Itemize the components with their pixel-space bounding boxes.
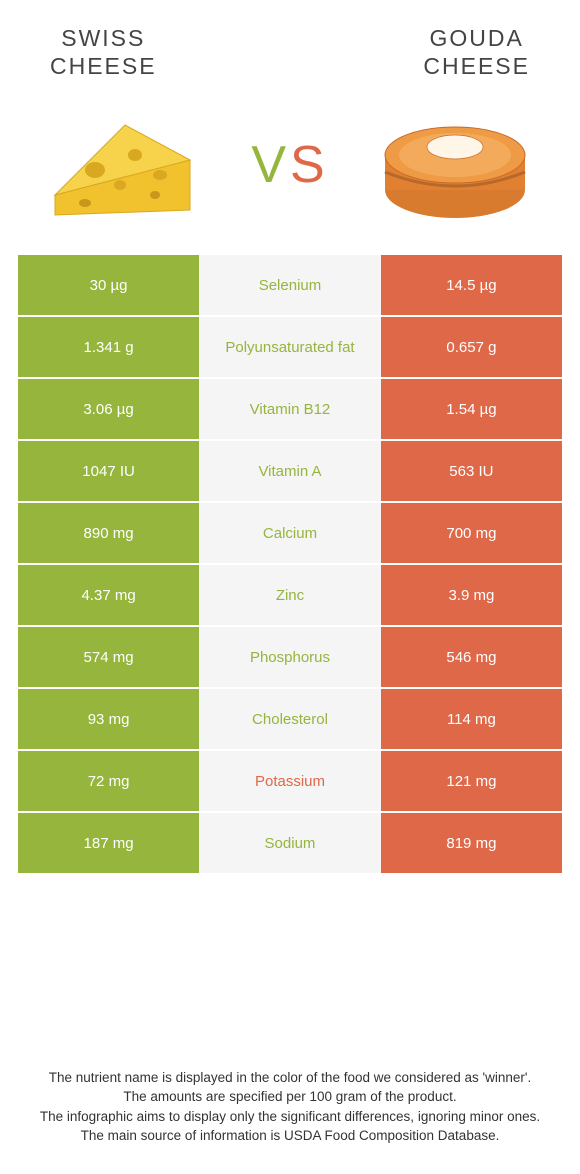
title-gouda: Gouda cheese — [423, 25, 530, 80]
gouda-cheese-icon — [370, 100, 540, 230]
table-row: 30 µgSelenium14.5 µg — [18, 255, 562, 317]
swiss-value: 890 mg — [18, 503, 199, 563]
gouda-value: 1.54 µg — [381, 379, 562, 439]
swiss-value: 574 mg — [18, 627, 199, 687]
table-row: 3.06 µgVitamin B121.54 µg — [18, 379, 562, 441]
swiss-value: 4.37 mg — [18, 565, 199, 625]
table-row: 93 mgCholesterol114 mg — [18, 689, 562, 751]
footer-line: The nutrient name is displayed in the co… — [30, 1068, 550, 1088]
vs-v: V — [251, 136, 290, 194]
nutrient-name: Polyunsaturated fat — [199, 317, 381, 377]
gouda-value: 0.657 g — [381, 317, 562, 377]
table-row: 890 mgCalcium700 mg — [18, 503, 562, 565]
header: Swiss cheese Gouda cheese — [0, 0, 580, 80]
nutrient-name: Vitamin B12 — [199, 379, 381, 439]
footer-line: The amounts are specified per 100 gram o… — [30, 1087, 550, 1107]
footer-line: The main source of information is USDA F… — [30, 1126, 550, 1146]
gouda-value: 114 mg — [381, 689, 562, 749]
gouda-value: 3.9 mg — [381, 565, 562, 625]
gouda-value: 14.5 µg — [381, 255, 562, 315]
title-swiss: Swiss cheese — [50, 25, 157, 80]
swiss-value: 30 µg — [18, 255, 199, 315]
swiss-value: 3.06 µg — [18, 379, 199, 439]
nutrient-name: Zinc — [199, 565, 381, 625]
nutrient-name: Sodium — [199, 813, 381, 873]
swiss-value: 1.341 g — [18, 317, 199, 377]
swiss-cheese-icon — [40, 100, 210, 230]
swiss-value: 187 mg — [18, 813, 199, 873]
vs-label: VS — [251, 135, 328, 195]
gouda-value: 563 IU — [381, 441, 562, 501]
table-row: 187 mgSodium819 mg — [18, 813, 562, 875]
swiss-value: 72 mg — [18, 751, 199, 811]
nutrient-name: Potassium — [199, 751, 381, 811]
nutrient-table: 30 µgSelenium14.5 µg1.341 gPolyunsaturat… — [18, 255, 562, 875]
gouda-value: 121 mg — [381, 751, 562, 811]
table-row: 4.37 mgZinc3.9 mg — [18, 565, 562, 627]
gouda-value: 546 mg — [381, 627, 562, 687]
nutrient-name: Cholesterol — [199, 689, 381, 749]
table-row: 574 mgPhosphorus546 mg — [18, 627, 562, 689]
gouda-value: 819 mg — [381, 813, 562, 873]
footer-line: The infographic aims to display only the… — [30, 1107, 550, 1127]
gouda-value: 700 mg — [381, 503, 562, 563]
table-row: 72 mgPotassium121 mg — [18, 751, 562, 813]
vs-row: VS — [0, 80, 580, 255]
nutrient-name: Phosphorus — [199, 627, 381, 687]
footer-notes: The nutrient name is displayed in the co… — [0, 1068, 580, 1146]
swiss-value: 1047 IU — [18, 441, 199, 501]
nutrient-name: Calcium — [199, 503, 381, 563]
swiss-value: 93 mg — [18, 689, 199, 749]
table-row: 1047 IUVitamin A563 IU — [18, 441, 562, 503]
table-row: 1.341 gPolyunsaturated fat0.657 g — [18, 317, 562, 379]
vs-s: S — [290, 136, 329, 194]
nutrient-name: Vitamin A — [199, 441, 381, 501]
nutrient-name: Selenium — [199, 255, 381, 315]
